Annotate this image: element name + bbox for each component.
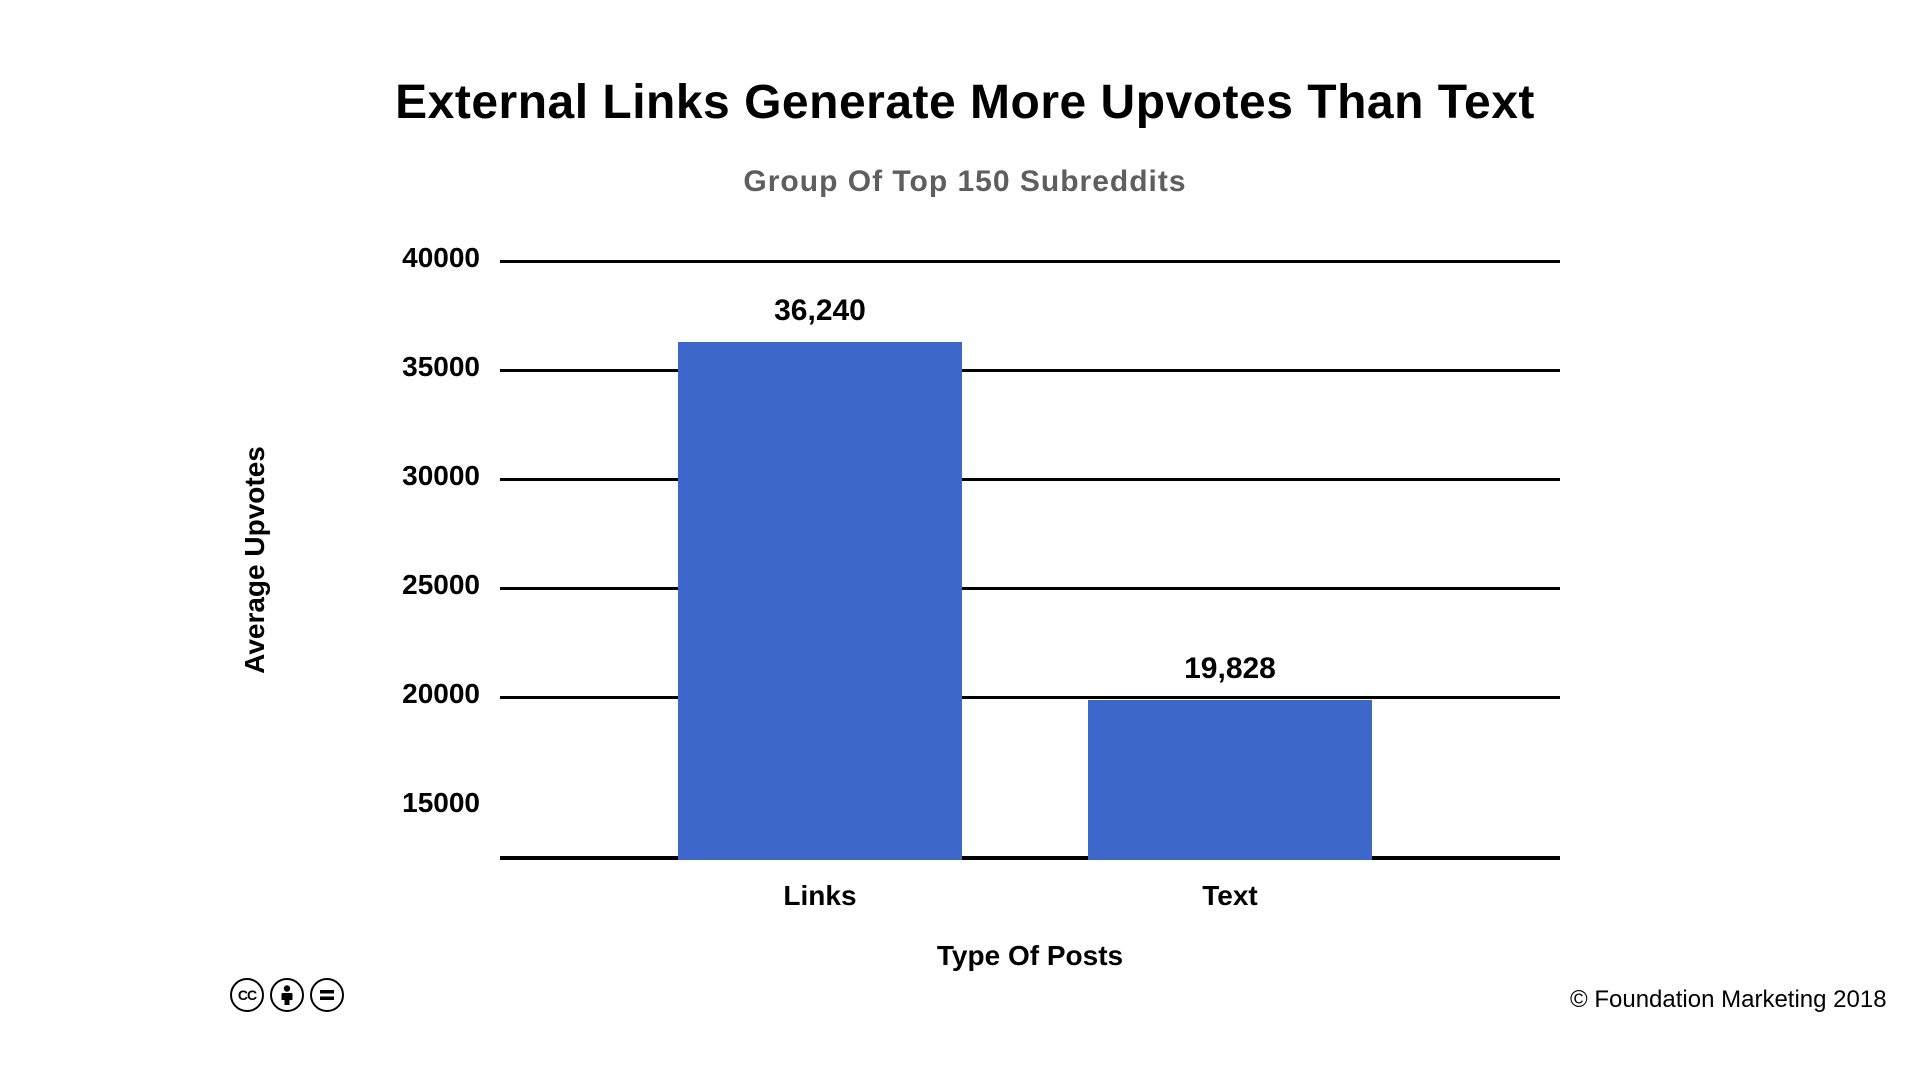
by-icon xyxy=(270,978,304,1012)
gridline xyxy=(500,260,1560,263)
nd-icon xyxy=(310,978,344,1012)
cc-icon: CC xyxy=(230,978,264,1012)
category-label: Links xyxy=(700,880,940,912)
y-tick-label: 30000 xyxy=(320,460,480,492)
chart-subtitle: Group Of Top 150 Subreddits xyxy=(0,165,1930,199)
bar-value-label: 19,828 xyxy=(1110,652,1350,686)
x-axis-label: Type Of Posts xyxy=(500,940,1560,972)
bar-links xyxy=(678,342,962,860)
chart-title: External Links Generate More Upvotes Tha… xyxy=(0,75,1930,130)
bar-value-label: 36,240 xyxy=(700,294,940,328)
copyright-text: © Foundation Marketing 2018 xyxy=(1570,986,1887,1014)
y-tick-label: 25000 xyxy=(320,569,480,601)
baseline xyxy=(500,856,1560,860)
gridline xyxy=(500,696,1560,699)
bar-text xyxy=(1088,700,1372,860)
y-axis-label: Average Upvotes xyxy=(239,410,271,710)
y-tick-label: 15000 xyxy=(320,787,480,819)
cc-license-icons: CC xyxy=(230,978,344,1012)
y-tick-label: 40000 xyxy=(320,242,480,274)
gridline xyxy=(500,478,1560,481)
chart-stage: External Links Generate More Upvotes Tha… xyxy=(0,0,1930,1080)
gridline xyxy=(500,369,1560,372)
y-tick-label: 20000 xyxy=(320,678,480,710)
y-tick-label: 35000 xyxy=(320,351,480,383)
gridline xyxy=(500,587,1560,590)
category-label: Text xyxy=(1110,880,1350,912)
plot-area xyxy=(500,260,1560,860)
